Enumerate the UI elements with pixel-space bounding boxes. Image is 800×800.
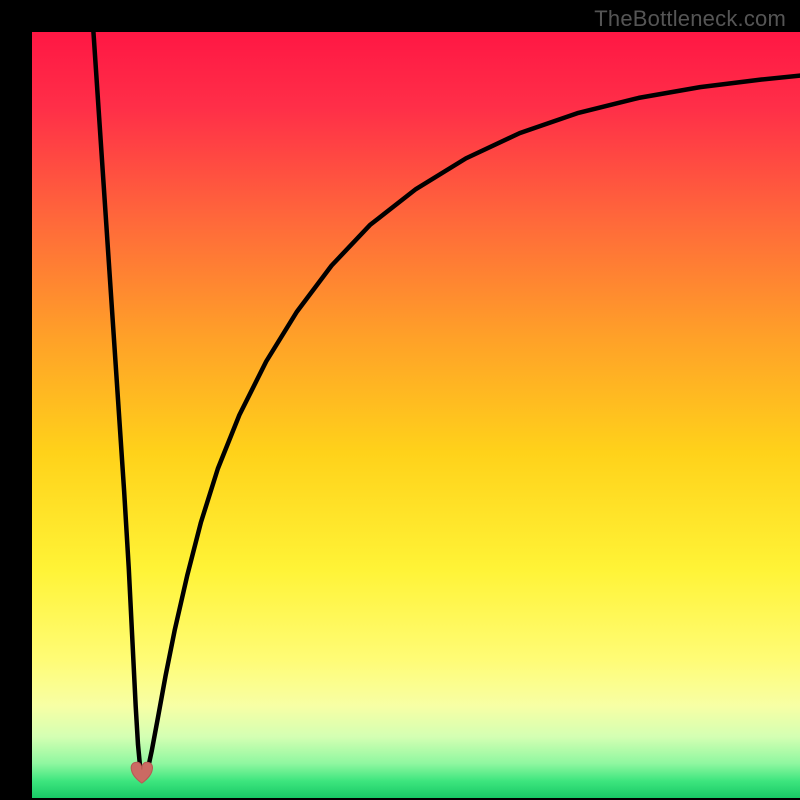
- watermark-label: TheBottleneck.com: [594, 6, 786, 32]
- chart-container: TheBottleneck.com: [0, 0, 800, 800]
- bottleneck-chart: [0, 0, 800, 800]
- plot-area: [32, 32, 800, 798]
